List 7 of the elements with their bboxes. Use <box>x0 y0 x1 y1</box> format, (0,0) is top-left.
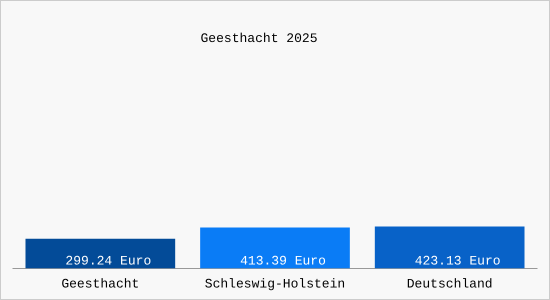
data-label: 299.24 Euro <box>65 253 152 268</box>
x-tick-label: Geesthacht <box>61 276 140 292</box>
data-label: 413.39 Euro <box>240 253 326 268</box>
data-label: 423.13 Euro <box>414 253 501 268</box>
x-tick-label: Schleswig-Holstein <box>204 276 346 292</box>
x-tick-label: Deutschland <box>406 276 493 292</box>
chart-title: Geesthacht 2025 <box>199 31 319 46</box>
